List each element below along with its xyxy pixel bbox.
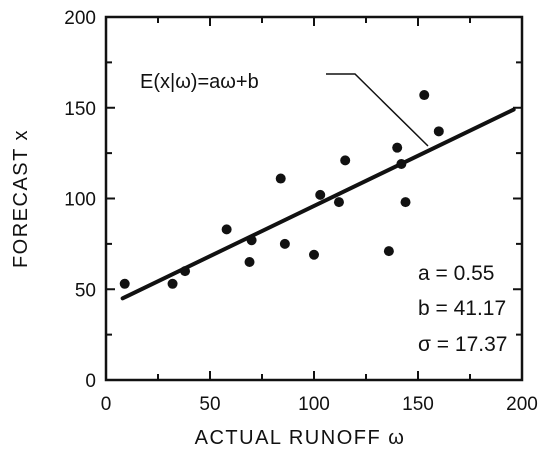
data-point [383,246,394,257]
data-point [419,90,430,101]
y-tick-label: 100 [64,190,96,211]
data-point [279,238,290,249]
data-point [244,257,255,268]
chart-marks [119,90,516,301]
data-point [119,278,130,289]
data-point [167,278,178,289]
y-axis-label: FORECAST x [10,129,32,268]
y-tick-label: 0 [85,371,96,392]
x-axis-label: ACTUAL RUNOFF ω [195,427,406,449]
data-point [275,173,286,184]
x-tick-label: 100 [298,394,330,415]
y-tick-label: 150 [64,99,96,120]
x-tick-label: 150 [402,394,434,415]
equation-leader-line [326,73,429,147]
x-tick-label: 0 [101,394,112,415]
fit-statistic: a = 0.55 [418,262,494,285]
data-point [333,197,344,208]
chart-ticks: 0 50 100 150 200 0 50 100 150 200 [64,8,538,415]
y-tick-label: 50 [75,280,96,301]
line-equation-label: E(x|ω)=aω+b [140,71,259,93]
data-point [392,142,403,153]
x-tick-label: 200 [506,394,538,415]
data-point [433,126,444,137]
data-point [221,224,232,235]
data-point [340,155,351,166]
x-tick-label: 50 [199,394,220,415]
fit-statistic: b = 41.17 [418,297,506,320]
chart-annotations: E(x|ω)=aω+b a = 0.55 b = 41.17 σ = 17.37 [140,71,507,356]
fit-statistic: σ = 17.37 [418,333,507,356]
data-point [400,197,411,208]
regression-line [120,107,516,301]
y-tick-label: 200 [64,8,96,29]
data-point [180,266,191,277]
data-point [396,159,407,170]
data-point [246,235,257,246]
data-point [309,249,319,260]
data-point [315,189,326,200]
